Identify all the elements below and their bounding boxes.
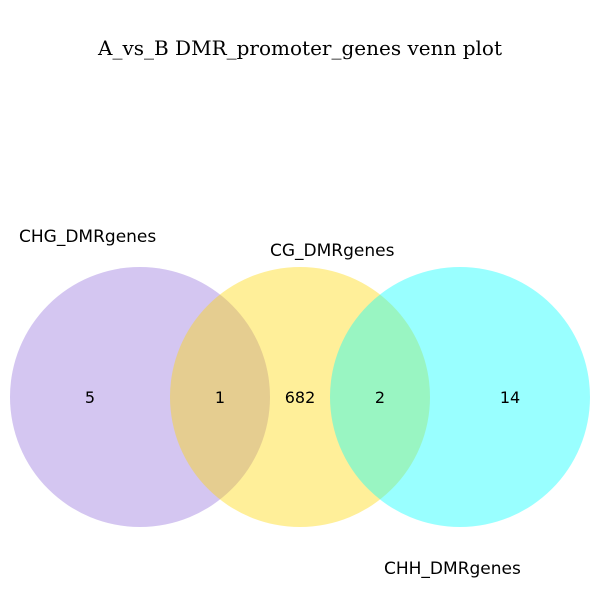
set-label-cg: CG_DMRgenes <box>270 241 395 261</box>
count-chg-cg: 1 <box>215 388 225 407</box>
set-label-chg: CHG_DMRgenes <box>19 227 156 247</box>
count-chh-only: 14 <box>500 388 520 407</box>
set-circle-cg <box>170 267 430 527</box>
set-circle-chh <box>330 267 590 527</box>
count-chg-only: 5 <box>85 388 95 407</box>
count-cg-only: 682 <box>285 388 316 407</box>
set-circle-chg <box>10 267 270 527</box>
count-cg-chh: 2 <box>375 388 385 407</box>
set-label-chh: CHH_DMRgenes <box>384 559 521 579</box>
plot-title: A_vs_B DMR_promoter_genes venn plot <box>97 36 502 60</box>
